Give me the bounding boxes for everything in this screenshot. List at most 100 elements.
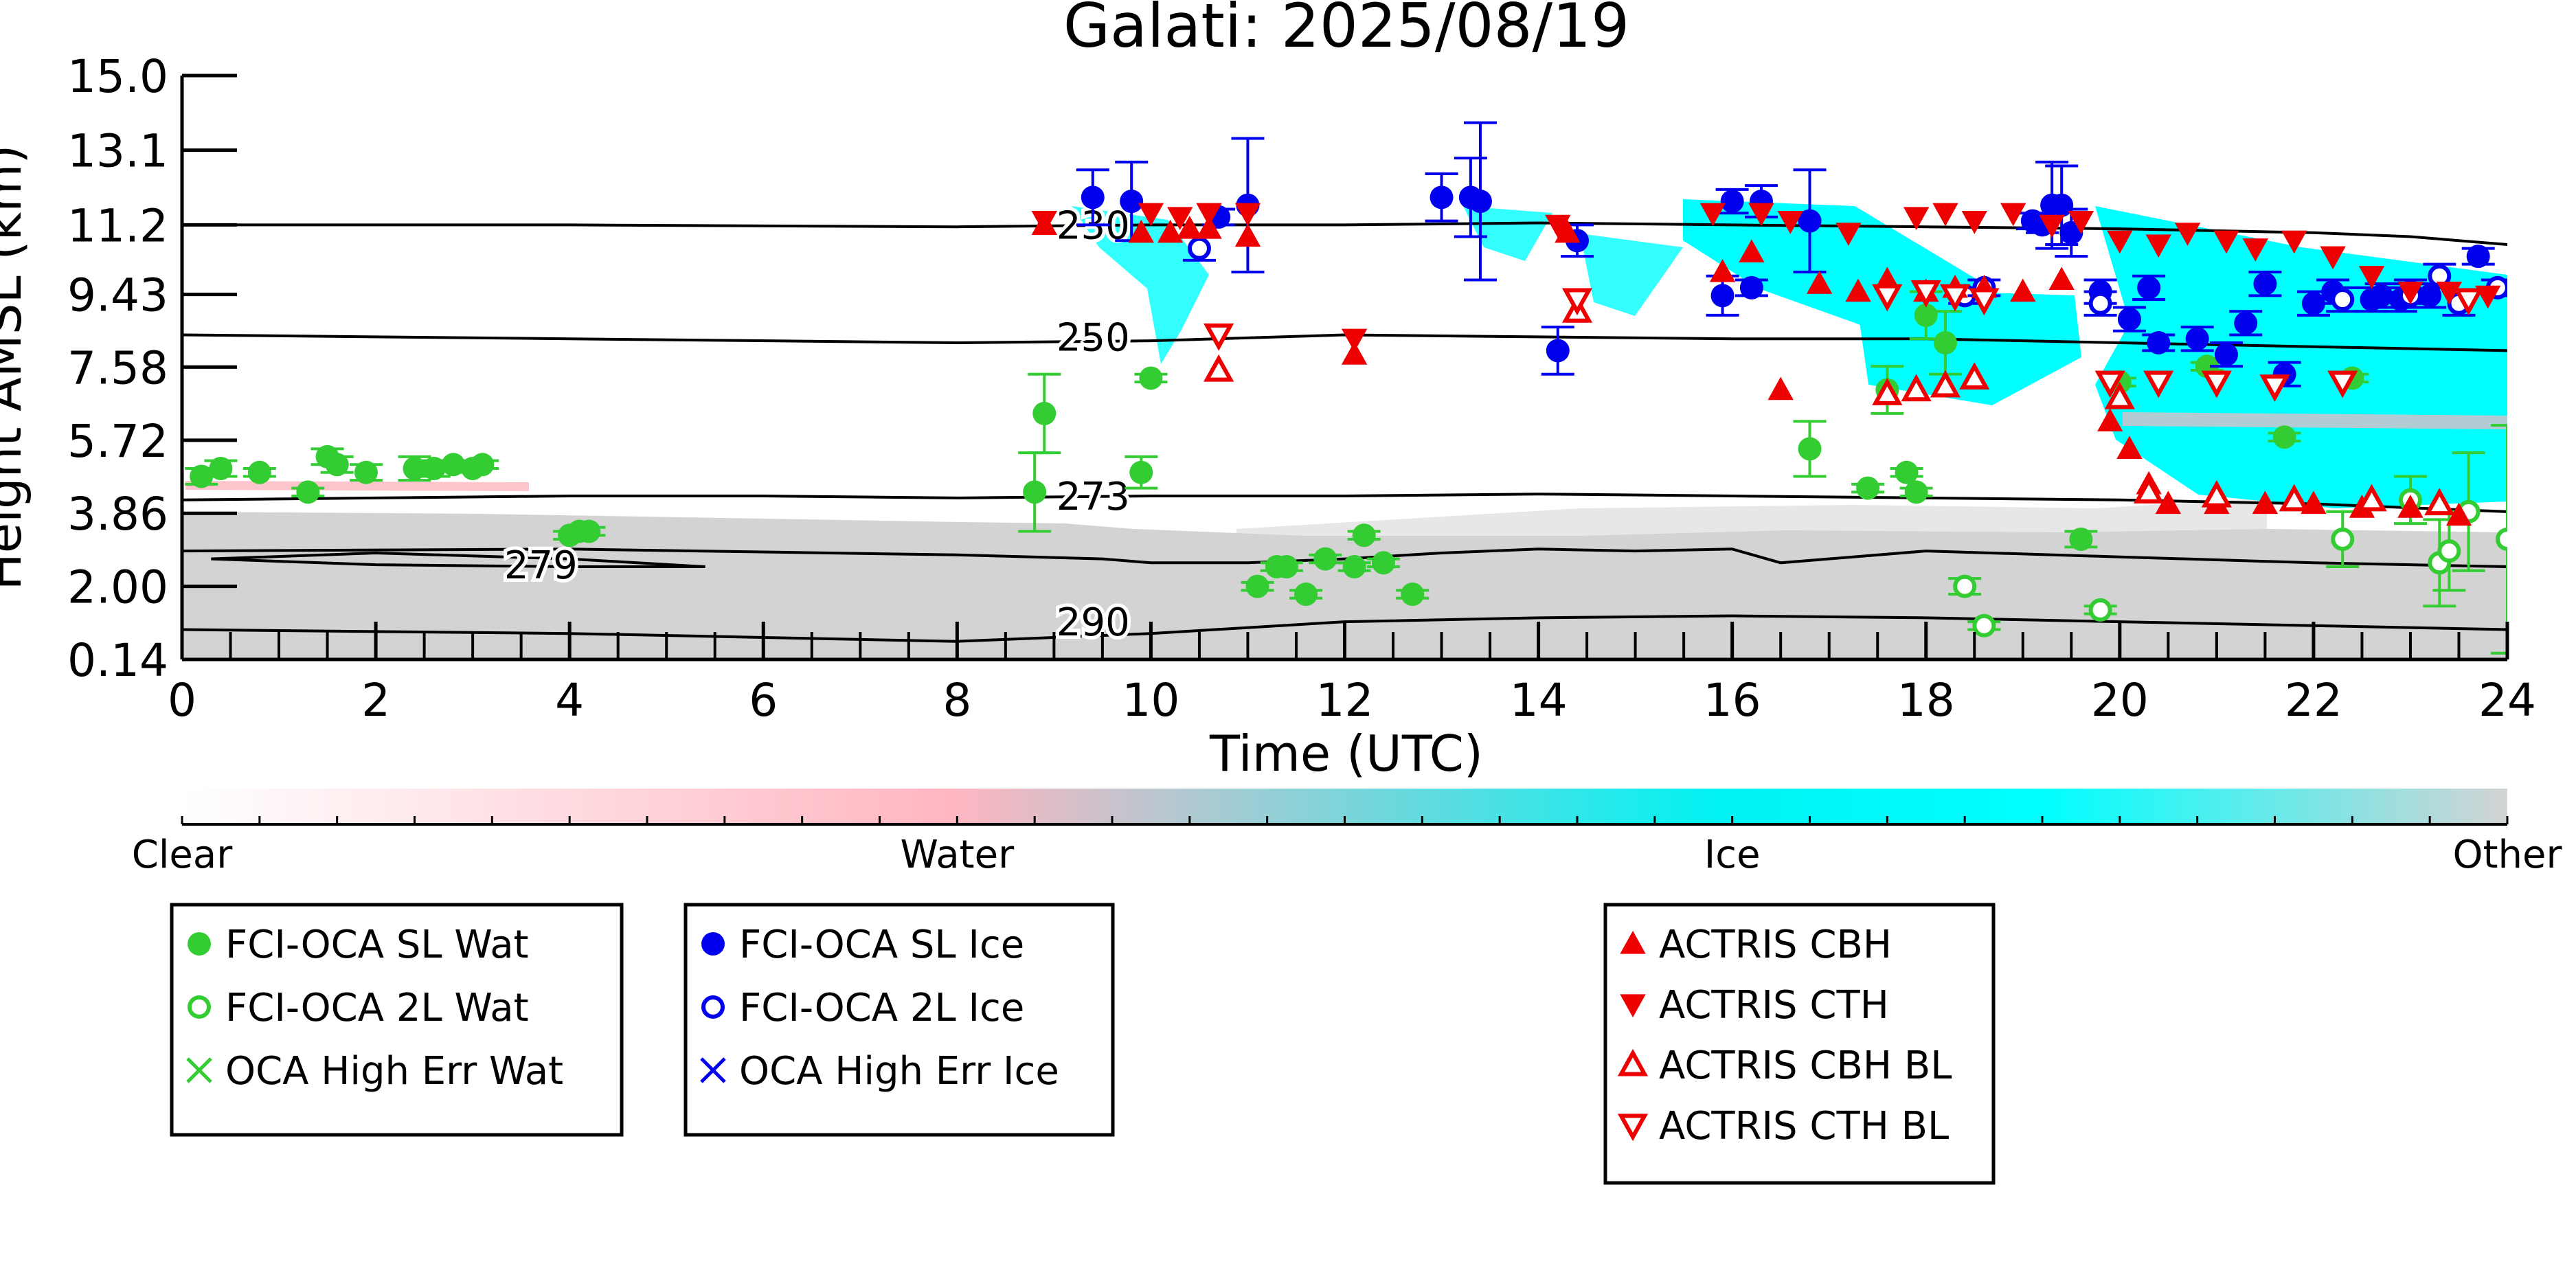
legend-label: FCI-OCA SL Wat xyxy=(225,923,529,967)
fci-oca-sl-ice-point xyxy=(2137,275,2161,300)
x-tick-label: 16 xyxy=(1704,674,1761,727)
actris-cth-bl-point xyxy=(1204,323,1234,351)
actris-cth-bl-point xyxy=(1969,288,2000,316)
actris-cbh-bl-point xyxy=(1930,370,1961,398)
actris-cbh-point xyxy=(1555,219,1581,243)
contour-label: 273 xyxy=(1057,475,1130,519)
legend-marker xyxy=(700,1057,726,1083)
actris-cth-bl-point xyxy=(2201,370,2232,398)
actris-cbh-bl-point xyxy=(1872,378,1903,405)
legend-box-ice xyxy=(683,903,1115,1137)
legend-marker xyxy=(186,1057,212,1083)
actris-cth-point xyxy=(2397,282,2424,305)
fci-oca-sl-wat-point xyxy=(354,460,378,484)
actris-cth-point xyxy=(2000,203,2026,227)
y-tick-label: 9.43 xyxy=(67,269,168,322)
actris-cbh-bl-point xyxy=(2201,479,2232,508)
actris-cth-point xyxy=(1234,203,1261,227)
actris-cth-point xyxy=(1196,203,1222,227)
fci-oca-2l-wat-point xyxy=(2088,598,2112,622)
actris-cth-point xyxy=(1699,203,1726,227)
fci-oca-sl-wat-point xyxy=(1371,551,1395,575)
colorbar-label: Other xyxy=(2452,833,2562,877)
actris-cth-point xyxy=(1777,211,1803,234)
fci-oca-sl-wat-point xyxy=(325,453,349,477)
colorbar-label: Ice xyxy=(1704,833,1761,877)
water-region-right xyxy=(2123,412,2507,429)
contour-line xyxy=(182,493,2507,513)
actris-cbh-point xyxy=(2116,436,2143,460)
cloud-mask-layer xyxy=(182,199,2507,659)
fci-oca-sl-wat-point xyxy=(1032,401,1057,425)
fci-oca-2l-wat-point xyxy=(1953,574,1977,598)
y-tick-label: 15.0 xyxy=(67,50,168,103)
actris-cth-point xyxy=(2475,285,2501,309)
fci-oca-2l-ice-point xyxy=(2088,291,2112,315)
actris-cth-point xyxy=(1138,203,1164,227)
legend-marker xyxy=(701,932,725,956)
x-tick-label: 6 xyxy=(749,674,778,727)
fci-oca-sl-wat-point xyxy=(247,460,271,484)
actris-cth-bl-point xyxy=(1561,288,1593,316)
legend-water: FCI-OCA SL Wat FCI-OCA 2L Wat OCA High Err… xyxy=(170,903,624,1137)
fci-oca-sl-wat-point xyxy=(1856,476,1880,500)
contour-line xyxy=(211,551,705,568)
actris-cth-point xyxy=(1903,207,1930,230)
actris-cth-point xyxy=(2107,230,2133,254)
x-tick-label: 4 xyxy=(555,674,584,727)
actris-cth-point xyxy=(1031,211,1057,234)
legend-marker xyxy=(1620,930,1646,954)
fci-oca-2l-wat-point xyxy=(1972,613,1996,637)
y-tick-label: 0.14 xyxy=(67,634,168,687)
fci-oca-2l-wat-point xyxy=(2437,539,2461,563)
legend-label: OCA High Err Ice xyxy=(739,1049,1059,1094)
legend-marker xyxy=(188,995,211,1019)
actris-cth-point xyxy=(1835,223,1862,246)
fci-oca-sl-ice-point xyxy=(2185,327,2209,351)
y-tick-label: 7.58 xyxy=(67,341,168,394)
x-axis-label: Time (UTC) xyxy=(1209,725,1483,782)
fci-oca-sl-wat-point xyxy=(1904,480,1928,504)
actris-cbh-point xyxy=(1739,239,1765,263)
actris-cbh-point xyxy=(2397,495,2424,518)
ice-region-streaks xyxy=(1072,206,1683,364)
actris-cth-point xyxy=(2242,238,2268,262)
fci-oca-sl-ice-point xyxy=(2369,284,2393,308)
y-tick-label: 3.86 xyxy=(67,488,168,541)
contour-label: 279 xyxy=(504,543,578,588)
x-tick-label: 12 xyxy=(1316,674,1374,727)
actris-cbh-point xyxy=(2010,278,2036,302)
fci-oca-sl-ice-point xyxy=(1739,275,1763,300)
legend-label: ACTRIS CBH xyxy=(1659,923,1892,967)
fci-oca-sl-ice-point xyxy=(2466,245,2490,269)
x-tick-label: 8 xyxy=(942,674,971,727)
y-axis-label: Height AMSL (km) xyxy=(0,145,32,591)
fci-oca-sl-ice-point xyxy=(1120,190,1144,214)
fci-oca-sl-wat-point xyxy=(403,457,427,481)
fci-oca-2l-wat-point xyxy=(2496,527,2507,551)
actris-cbh-point xyxy=(1709,258,1736,282)
legend-label: FCI-OCA 2L Wat xyxy=(225,986,529,1030)
fci-oca-sl-wat-point xyxy=(1895,460,1919,484)
colorbar: Clear Water Ice Other xyxy=(132,789,2562,877)
actris-cbh-point xyxy=(2097,408,2123,431)
x-tick-label: 24 xyxy=(2478,674,2536,727)
actris-cbh-point xyxy=(1767,376,1794,400)
legend-marker xyxy=(188,932,211,956)
data-points xyxy=(185,121,2507,655)
contour-label: 290 xyxy=(1057,600,1130,645)
actris-cbh-bl-point xyxy=(2134,476,2165,504)
contour-label: 250 xyxy=(1057,315,1130,360)
legend-label: ACTRIS CBH BL xyxy=(1659,1043,1952,1088)
fci-oca-sl-ice-point xyxy=(2050,193,2074,217)
actris-cth-point xyxy=(2358,266,2385,289)
legend-marker xyxy=(1617,1114,1649,1142)
fci-oca-sl-wat-point xyxy=(577,519,601,543)
fci-oca-sl-ice-point xyxy=(1468,190,1492,214)
fci-oca-sl-ice-point xyxy=(1546,339,1570,363)
fci-oca-sl-wat-point xyxy=(1294,583,1318,607)
x-tick-label: 18 xyxy=(1897,674,1955,727)
